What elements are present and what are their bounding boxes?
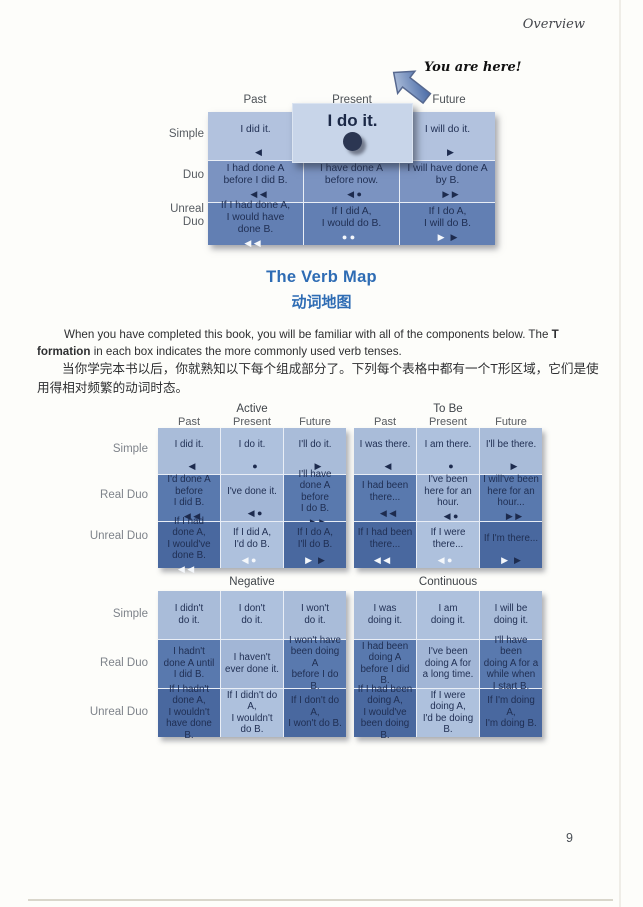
verb-cell: If I did A, I'd do B. ◀ ● — [221, 522, 283, 568]
verb-cell: If I had done A, I would have done B. ◀ … — [208, 200, 303, 248]
running-head: Overview — [522, 17, 585, 32]
verb-cell: I'll have been doing A for a while when … — [480, 635, 542, 692]
verb-cell: I hadn't done A until I did B. — [158, 640, 220, 688]
verb-cell: If I'm there... ▶ ▶ — [480, 522, 542, 568]
verb-cell: I was there. ◀ — [354, 428, 416, 474]
top-map-column-header: Future — [432, 94, 466, 106]
t-formation-term: T formation — [37, 328, 559, 358]
verb-cell: I haven't ever done it. — [221, 640, 283, 688]
column-header: Future — [299, 416, 331, 428]
verb-map-to-be: I was there. ◀ I am there. ● I'll be there… — [354, 428, 542, 568]
timeline-icons: ◀ ◀ — [244, 237, 261, 248]
top-map-column-header: Past — [243, 94, 267, 106]
verb-cell: I'll be there. ▶ — [480, 428, 542, 474]
page-number: 9 — [566, 831, 573, 845]
verb-cell: If I do A, I'll do B. ▶ ▶ — [284, 522, 346, 568]
verb-cell: If I had been there... ◀ ◀ — [354, 522, 416, 568]
verb-cell: I do it. ● — [221, 428, 283, 474]
timeline-icons: ● ● — [341, 232, 356, 242]
column-header: Future — [495, 416, 527, 428]
verb-cell: I will have done A by B. ▶ ▶ — [400, 161, 495, 202]
verb-cell: If I do A, I will do B. ▶ ▶ — [400, 203, 495, 245]
verb-cell: I didn't do it. — [158, 591, 220, 639]
section-title-en: The Verb Map — [266, 268, 377, 286]
verb-cell: If I'm doing A, I'm doing B. — [480, 689, 542, 737]
timeline-icons: ▶ ▶ — [437, 232, 458, 242]
verb-cell: If I did A, I would do B. ● ● — [304, 203, 399, 245]
verb-cell: I did it. ◀ — [208, 112, 303, 160]
row-label-simple: Simple — [112, 443, 148, 455]
arrow-down-left-icon — [392, 70, 432, 105]
verb-cell: I am there. ● — [417, 428, 479, 474]
verb-cell: I had done A before I did B. ◀ ◀ — [208, 161, 303, 202]
verb-cell: If I hadn't done A, I wouldn't have done… — [158, 684, 220, 741]
verb-cell: I've been doing A for a long time. — [417, 640, 479, 688]
verb-cell: I'd done A before I did B. ◀ ◀ — [158, 474, 220, 521]
verb-cell: I won't have been doing A before I do B. — [284, 635, 346, 692]
verb-cell: I had been doing A before I did B. — [354, 640, 416, 688]
verb-cell: I've done it. ◀ ● — [221, 475, 283, 521]
now-dot-icon — [343, 132, 362, 151]
group-label-active: Active — [236, 403, 268, 415]
timeline-icons: ◀ — [255, 147, 262, 157]
top-map-row-label: Duo — [182, 169, 204, 181]
scan-bottom-line — [28, 899, 613, 901]
section-title-zh: 动词地图 — [291, 294, 352, 311]
verb-cell: I am doing it. — [417, 591, 479, 639]
row-label-simple: Simple — [112, 608, 148, 620]
verb-cell: If I were there... ◀ ● — [417, 522, 479, 568]
group-label-continuous: Continuous — [418, 576, 478, 588]
verb-cell: I don't do it. — [221, 591, 283, 639]
top-map-row-label: Simple — [168, 128, 204, 140]
timeline-icons: ◀ ● — [347, 189, 362, 199]
intro-paragraph-zh: 当你学完本书以后，你就熟知以下每个组成部分了。下列每个表格中都有一个T形区域，它… — [37, 362, 599, 395]
column-header: Past — [373, 416, 396, 428]
timeline-icons: ▶ — [447, 147, 454, 157]
top-map-row-label: Unreal Duo — [170, 203, 204, 228]
column-header: Present — [429, 416, 467, 428]
verb-cell: I've been here for an hour. ◀ ● — [417, 474, 479, 521]
timeline-icons: ◀ ◀ — [250, 189, 267, 199]
verb-cell: I will be doing it. — [480, 591, 542, 639]
group-label-negative: Negative — [229, 576, 275, 588]
verb-cell: I was doing it. — [354, 591, 416, 639]
highlight-sentence: I do it. — [327, 111, 378, 130]
verb-cell: If I didn't do A, I wouldn't do B. — [221, 689, 283, 737]
timeline-icons: ▶ ▶ — [442, 189, 459, 199]
row-label-real-duo: Real Duo — [100, 489, 148, 501]
highlight-box-present-simple: I do it. — [292, 103, 413, 163]
verb-map-continuous: I was doing it. I am doing it. I will be… — [354, 591, 542, 741]
verb-cell: I will do it. ▶ — [400, 112, 495, 160]
intro-paragraph-en: When you have completed this book, you w… — [37, 328, 559, 358]
column-header: Past — [177, 416, 200, 428]
scan-edge-line — [619, 0, 621, 907]
column-header: Present — [233, 416, 271, 428]
row-label-real-duo: Real Duo — [100, 657, 148, 669]
row-label-unreal-duo: Unreal Duo — [89, 706, 148, 718]
intro-text: When you have completed this book, you w… — [37, 327, 609, 398]
you-are-here-label: You are here! — [424, 60, 522, 75]
verb-cell: If I had done A, I would've done B. ◀ ◀ — [158, 516, 220, 574]
verb-cell: I'll do it. ▶ — [284, 428, 346, 474]
verb-cell: If I were doing A, I'd be doing B. — [417, 689, 479, 737]
verb-cell: I won't do it. — [284, 591, 346, 639]
verb-map-active: I did it. ◀ I do it. ● I'll do it. ▶ I'd do… — [158, 428, 346, 574]
verb-cell: I did it. ◀ — [158, 428, 220, 474]
verb-map-negative: I didn't do it. I don't do it. I won't d… — [158, 591, 346, 741]
verb-cell: I will've been here for an hour... ▶ ▶ — [480, 474, 542, 521]
verb-cell: I had been there... ◀ ◀ — [354, 475, 416, 521]
verb-cell: If I had been doing A, I would've been d… — [354, 684, 416, 741]
row-label-unreal-duo: Unreal Duo — [89, 530, 148, 542]
verb-cell: If I don't do A, I won't do B. — [284, 689, 346, 737]
verb-cell: I have done A before now. ◀ ● — [304, 161, 399, 202]
group-label-tobe: To Be — [433, 403, 463, 415]
verb-cell: I'll have done A before I do B.▶ ▶ — [284, 469, 346, 527]
